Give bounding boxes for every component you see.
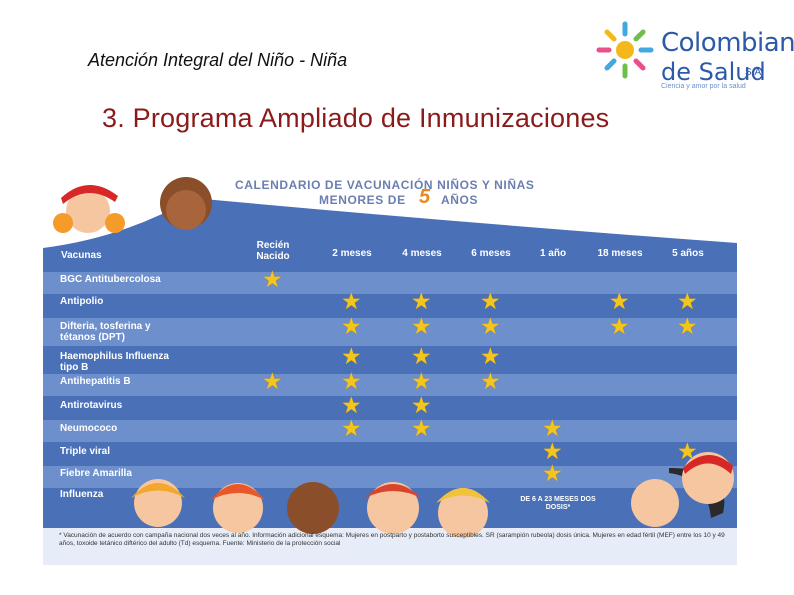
dose-star-icon: ★ xyxy=(341,392,362,418)
dose-star-icon: ★ xyxy=(262,266,283,292)
vaccination-poster: CALENDARIO DE VACUNACIÓN NIÑOS Y NIÑAS M… xyxy=(43,168,737,565)
dose-star-icon: ★ xyxy=(480,288,501,314)
logo-name-line2: de Salud xyxy=(661,58,766,86)
dose-star-icon: ★ xyxy=(677,313,698,339)
dose-star-icon: ★ xyxy=(609,288,630,314)
dose-star-icon: ★ xyxy=(411,343,432,369)
dose-star-icon: ★ xyxy=(480,343,501,369)
influenza-badge: DE 6 A 23 MESES DOS DOSIS* xyxy=(520,496,596,511)
vaccine-row-label: Neumococo xyxy=(60,423,118,434)
calendar-subtitle: MENORES DE xyxy=(319,193,406,207)
vaccine-row-label: Triple viral xyxy=(60,446,111,457)
column-header: 1 año xyxy=(539,248,567,259)
dose-star-icon: ★ xyxy=(341,343,362,369)
vaccine-row-label: BGC Antitubercolosa xyxy=(60,274,161,285)
dose-star-icon: ★ xyxy=(480,313,501,339)
vaccine-row-label: Fiebre Amarilla xyxy=(60,468,132,479)
column-header: 18 meses xyxy=(597,248,643,259)
column-header: 5 años xyxy=(672,248,704,259)
dose-star-icon: ★ xyxy=(677,438,698,464)
vaccine-row-label: Antirotavirus xyxy=(60,400,123,411)
sun-logo-icon xyxy=(596,21,654,79)
dose-star-icon: ★ xyxy=(411,313,432,339)
poster-background xyxy=(43,168,737,565)
calendar-title: CALENDARIO DE VACUNACIÓN NIÑOS Y NIÑAS xyxy=(235,178,535,192)
vaccine-row-label: Haemophilus Influenza tipo B xyxy=(60,351,169,373)
dose-star-icon: ★ xyxy=(480,368,501,394)
footnote: * Vacunación de acuerdo con campaña naci… xyxy=(59,532,725,547)
vaccine-row-label: Difteria, tosferina y tétanos (DPT) xyxy=(60,321,151,343)
page-title: 3. Programa Ampliado de Inmunizaciones xyxy=(102,103,610,133)
logo-sa: S.A. xyxy=(745,67,764,78)
dose-star-icon: ★ xyxy=(542,460,563,486)
column-header: 6 meses xyxy=(471,248,511,259)
column-header: 2 meses xyxy=(332,248,372,259)
column-header: Recién Nacido xyxy=(256,240,290,262)
dose-star-icon: ★ xyxy=(341,415,362,441)
dose-star-icon: ★ xyxy=(677,288,698,314)
vaccine-row-label: Antihepatitis B xyxy=(60,376,131,387)
vaccines-column-header: Vacunas xyxy=(61,250,102,261)
dose-star-icon: ★ xyxy=(341,288,362,314)
calendar-title-years: AÑOS xyxy=(441,193,479,207)
dose-star-icon: ★ xyxy=(341,368,362,394)
dose-star-icon: ★ xyxy=(341,313,362,339)
dose-star-icon: ★ xyxy=(262,368,283,394)
logo-name-line1: Colombiana xyxy=(661,28,794,58)
vaccine-row-label: Influenza xyxy=(60,489,104,500)
company-logo: Colombiana de Salud S.A. Ciencia y amor … xyxy=(595,20,794,95)
column-header: 4 meses xyxy=(402,248,442,259)
vaccine-row-label: Antipolio xyxy=(60,296,104,307)
dose-star-icon: ★ xyxy=(411,415,432,441)
dose-star-icon: ★ xyxy=(411,288,432,314)
dose-star-icon: ★ xyxy=(542,438,563,464)
dose-star-icon: ★ xyxy=(542,415,563,441)
child-illustration-top-center xyxy=(160,177,212,230)
children-bottom xyxy=(131,452,734,538)
dose-star-icon: ★ xyxy=(609,313,630,339)
calendar-title-number: 5 xyxy=(419,186,431,208)
dose-star-icon: ★ xyxy=(411,368,432,394)
logo-tagline: Ciencia y amor por la salud xyxy=(661,83,746,90)
header-title: Atención Integral del Niño - Niña xyxy=(88,50,348,70)
child-illustration-top-left xyxy=(53,184,125,233)
dose-star-icon: ★ xyxy=(411,392,432,418)
